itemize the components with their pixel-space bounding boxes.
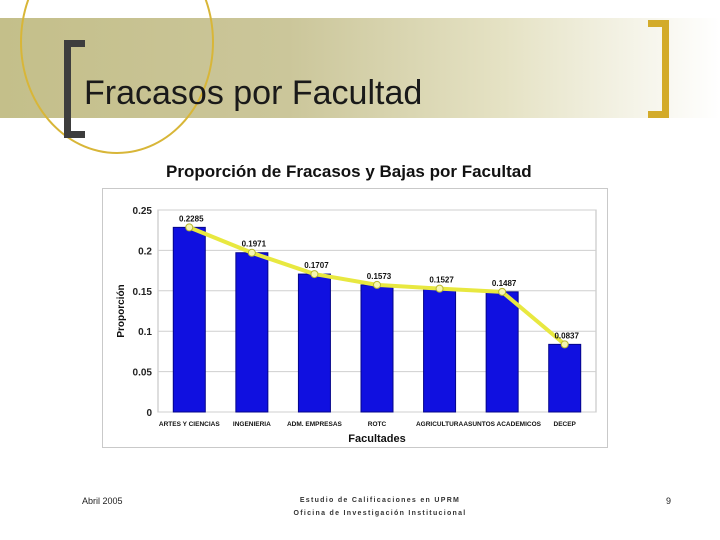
footer-date: Abril 2005 xyxy=(82,496,123,506)
x-tick-label: ADM. EMPRESAS xyxy=(287,421,343,428)
title-bracket-right xyxy=(648,20,669,118)
bar xyxy=(485,291,519,413)
line-marker xyxy=(185,223,194,232)
x-tick-label: ASUNTOS ACADEMICOS xyxy=(463,421,541,428)
line-marker xyxy=(435,284,444,293)
x-tick-label: ROTC xyxy=(368,421,387,428)
bar xyxy=(423,288,457,413)
y-tick-label: 0.15 xyxy=(133,287,153,298)
x-tick-label: ARTES Y CIENCIAS xyxy=(159,421,220,428)
x-tick-label: DECEP xyxy=(554,421,577,428)
y-tick-label: 0 xyxy=(146,408,152,419)
footer-study-name: Estudio de Calificaciones en UPRM xyxy=(299,497,461,504)
data-label: 0.1573 xyxy=(367,272,392,281)
bar xyxy=(360,284,394,413)
y-tick-label: 0.25 xyxy=(133,206,153,217)
bar xyxy=(548,343,582,413)
y-tick-label: 0.05 xyxy=(133,368,153,379)
data-label: 0.1527 xyxy=(429,276,454,285)
line-marker xyxy=(247,248,256,257)
line-marker xyxy=(373,280,381,289)
footer-office-name: Oficina de Investigación Institucional xyxy=(293,510,467,517)
line-marker xyxy=(498,287,507,296)
data-label: 0.0837 xyxy=(554,331,579,340)
data-label: 0.1487 xyxy=(492,279,517,288)
x-axis-title: Facultades xyxy=(348,433,405,445)
y-axis-title: Proporción xyxy=(116,284,127,337)
line-marker xyxy=(310,270,319,279)
title-bracket-left xyxy=(64,40,85,138)
data-label: 0.1971 xyxy=(242,240,267,249)
x-tick-label: INGENIERIA xyxy=(233,421,271,428)
data-label: 0.2285 xyxy=(179,214,204,223)
bar-chart: 0 0.05 0.1 0.15 0.2 0.25 0.2285 0.1971 0.1707 0.1… xyxy=(116,206,597,445)
line-marker xyxy=(560,340,569,349)
page-number: 9 xyxy=(666,496,672,506)
bar xyxy=(297,273,331,413)
chart-title: Proporción de Fracasos y Bajas por Facul… xyxy=(166,162,532,181)
slide-title: Fracasos por Facultad xyxy=(84,74,423,112)
bar xyxy=(172,226,206,413)
x-tick-label: AGRICULTURA xyxy=(416,421,463,428)
footer-center: Estudio de Calificaciones en UPRM Oficin… xyxy=(230,494,530,520)
y-tick-label: 0.2 xyxy=(138,246,152,257)
data-label: 0.1707 xyxy=(304,261,329,270)
bar xyxy=(235,252,269,413)
y-tick-label: 0.1 xyxy=(138,327,152,338)
